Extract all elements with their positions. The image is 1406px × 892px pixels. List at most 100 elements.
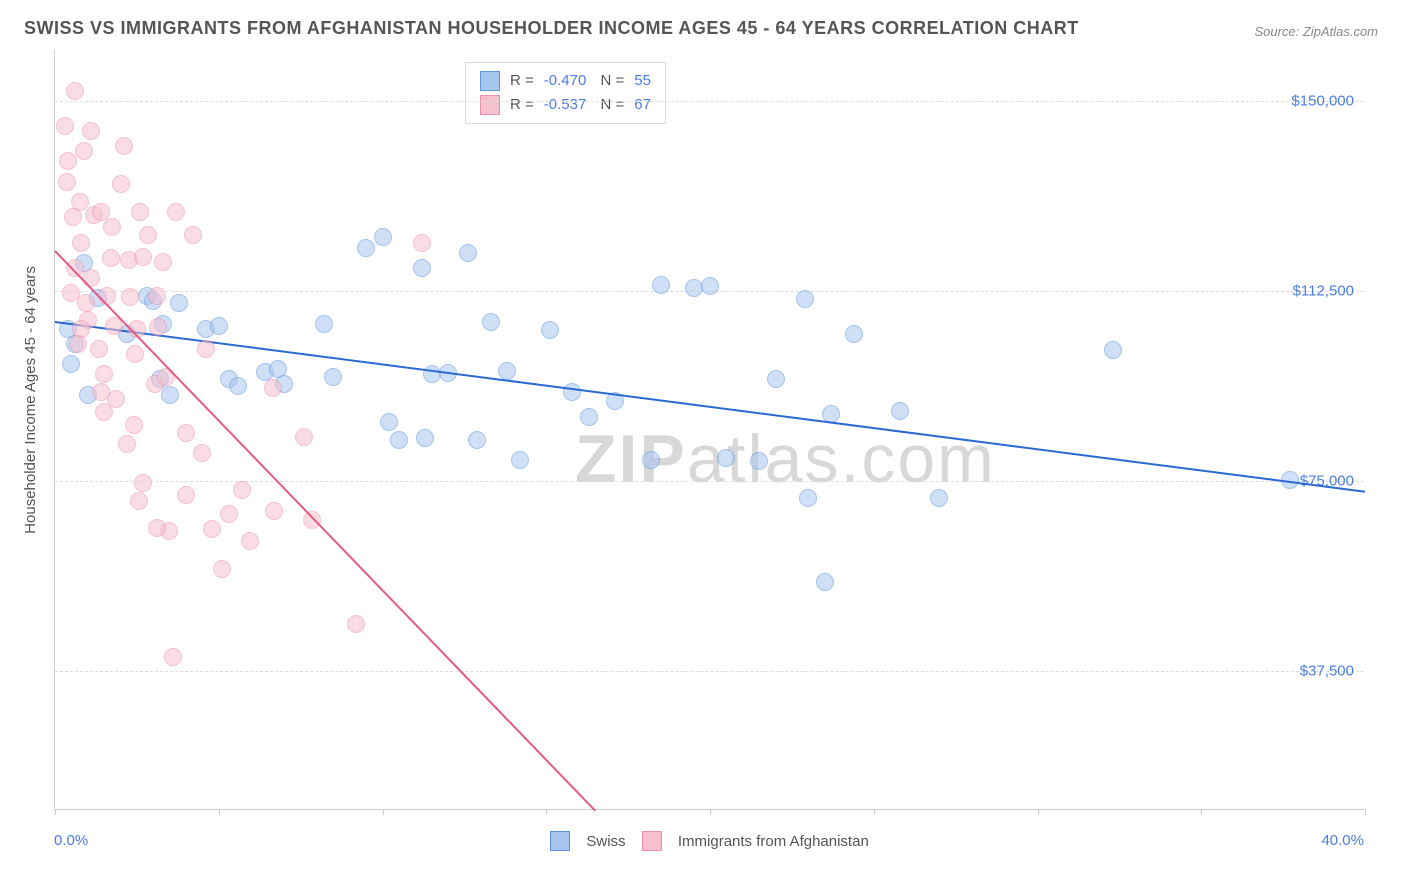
legend-label-swiss: Swiss [586, 833, 625, 850]
point-swiss [750, 452, 768, 470]
legend-stats: R =-0.470 N =55 R =-0.537 N =67 [465, 62, 666, 124]
point-afghan [134, 474, 152, 492]
x-tick [1365, 809, 1366, 815]
gridline [55, 101, 1364, 102]
point-afghan [69, 335, 87, 353]
point-afghan [154, 253, 172, 271]
point-afghan [167, 203, 185, 221]
point-afghan [66, 259, 84, 277]
point-swiss [891, 402, 909, 420]
point-afghan [264, 379, 282, 397]
point-swiss [541, 321, 559, 339]
point-swiss [845, 325, 863, 343]
point-swiss [229, 377, 247, 395]
point-afghan [92, 383, 110, 401]
point-afghan [295, 428, 313, 446]
point-swiss [717, 449, 735, 467]
point-afghan [64, 208, 82, 226]
point-swiss [767, 370, 785, 388]
point-afghan [233, 481, 251, 499]
point-afghan [90, 340, 108, 358]
point-afghan [148, 287, 166, 305]
point-swiss [796, 290, 814, 308]
point-afghan [177, 424, 195, 442]
point-afghan [58, 173, 76, 191]
chart-title: SWISS VS IMMIGRANTS FROM AFGHANISTAN HOU… [24, 18, 1079, 39]
point-swiss [315, 315, 333, 333]
y-tick-label: $112,500 [1293, 282, 1354, 299]
point-afghan [82, 269, 100, 287]
swatch-afghan [480, 95, 500, 115]
point-afghan [149, 318, 167, 336]
point-swiss [416, 429, 434, 447]
legend-label-afghan: Immigrants from Afghanistan [678, 833, 869, 850]
point-afghan [413, 234, 431, 252]
point-afghan [59, 152, 77, 170]
point-afghan [131, 203, 149, 221]
point-swiss [1104, 341, 1122, 359]
point-afghan [177, 486, 195, 504]
point-swiss [482, 313, 500, 331]
point-afghan [265, 502, 283, 520]
point-swiss [161, 386, 179, 404]
point-afghan [197, 340, 215, 358]
point-afghan [121, 288, 139, 306]
point-swiss [324, 368, 342, 386]
x-tick [55, 809, 56, 815]
point-afghan [203, 520, 221, 538]
legend-row-swiss: R =-0.470 N =55 [480, 69, 651, 93]
point-swiss [62, 355, 80, 373]
point-afghan [98, 287, 116, 305]
x-tick [710, 809, 711, 815]
point-afghan [103, 218, 121, 236]
point-afghan [125, 416, 143, 434]
point-afghan [118, 435, 136, 453]
legend-series: Swiss Immigrants from Afghanistan [55, 831, 1364, 851]
x-tick [874, 809, 875, 815]
point-afghan [241, 532, 259, 550]
point-swiss [816, 573, 834, 591]
x-tick [219, 809, 220, 815]
point-swiss [170, 294, 188, 312]
point-afghan [56, 117, 74, 135]
x-min-label: 0.0% [54, 832, 88, 849]
point-swiss [380, 413, 398, 431]
gridline [55, 481, 1364, 482]
point-swiss [701, 277, 719, 295]
point-swiss [413, 259, 431, 277]
swatch-swiss-bottom [550, 831, 570, 851]
point-swiss [374, 228, 392, 246]
point-swiss [930, 489, 948, 507]
point-afghan [193, 444, 211, 462]
point-swiss [652, 276, 670, 294]
point-swiss [468, 431, 486, 449]
y-axis-title: Householder Income Ages 45 - 64 years [22, 266, 39, 534]
point-afghan [82, 122, 100, 140]
point-swiss [423, 365, 441, 383]
swatch-swiss [480, 71, 500, 91]
point-afghan [134, 248, 152, 266]
point-swiss [685, 279, 703, 297]
point-swiss [511, 451, 529, 469]
point-afghan [126, 345, 144, 363]
point-afghan [213, 560, 231, 578]
point-afghan [112, 175, 130, 193]
point-afghan [102, 249, 120, 267]
point-afghan [66, 82, 84, 100]
legend-row-afghan: R =-0.537 N =67 [480, 93, 651, 117]
x-tick [1201, 809, 1202, 815]
point-afghan [115, 137, 133, 155]
trendline-afghan [54, 250, 596, 811]
source-label: Source: ZipAtlas.com [1254, 24, 1378, 39]
point-afghan [164, 648, 182, 666]
point-afghan [347, 615, 365, 633]
point-afghan [95, 365, 113, 383]
trendline-swiss [55, 321, 1365, 493]
point-swiss [563, 383, 581, 401]
x-tick [383, 809, 384, 815]
x-tick [546, 809, 547, 815]
plot-area: ZIPatlas.com R =-0.470 N =55 R =-0.537 N… [54, 50, 1364, 810]
watermark: ZIPatlas.com [575, 420, 996, 498]
point-afghan [220, 505, 238, 523]
point-swiss [357, 239, 375, 257]
